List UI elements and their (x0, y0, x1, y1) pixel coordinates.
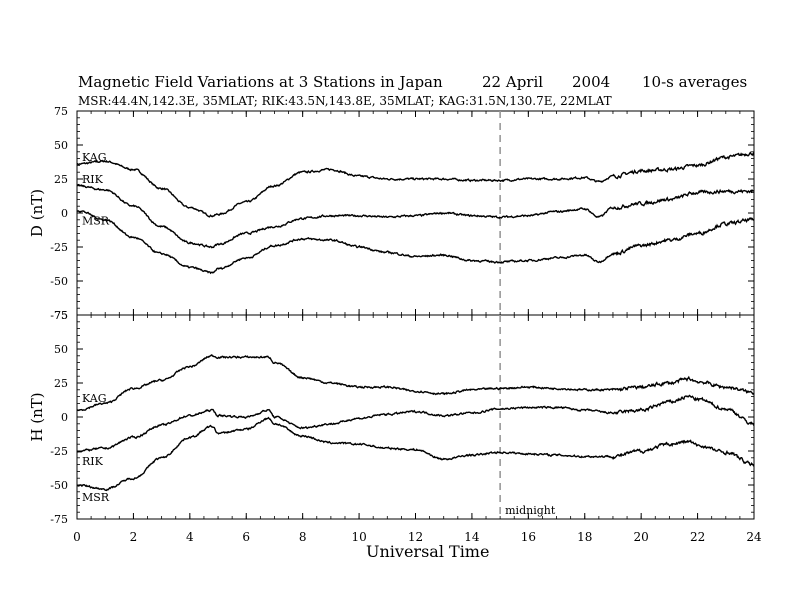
bottom-panel-series-kag (76, 354, 755, 412)
xtick-label: 22 (690, 530, 705, 544)
xtick-label: 24 (746, 530, 762, 544)
top-panel-ytick-label: 0 (61, 207, 68, 220)
xtick-label: 20 (634, 530, 649, 544)
bottom-panel-series-label-rik: RIK (82, 455, 104, 468)
bottom-panel-ytick-label: -50 (50, 479, 68, 492)
shared-ytick-label: -75 (50, 309, 68, 322)
xtick-label: 12 (408, 530, 423, 544)
xtick-label: 8 (299, 530, 307, 544)
bottom-panel-ytick-label: 50 (54, 343, 68, 356)
top-panel-ytick-label: 50 (54, 139, 68, 152)
top-panel-frame (76, 110, 755, 316)
chart-date: 22 April (482, 73, 544, 91)
top-panel-ylabel: D (nT) (28, 189, 46, 237)
xtick-label: 4 (186, 530, 194, 544)
bottom-panel-ytick-label: 0 (61, 411, 68, 424)
bottom-panel-ytick-label: -75 (50, 513, 68, 526)
bottom-panel-ytick-label: 75 (54, 309, 68, 322)
top-panel-ytick-label: -50 (50, 275, 68, 288)
top-panel-ytick-label: -25 (50, 241, 68, 254)
bottom-panel-series-label-msr: MSR (82, 491, 110, 504)
xtick-label: 6 (242, 530, 250, 544)
xtick-label: 16 (521, 530, 536, 544)
bottom-panel-series-msr (76, 416, 755, 492)
averaging-label: 10-s averages (642, 73, 748, 91)
chart-title: Magnetic Field Variations at 3 Stations … (78, 73, 443, 91)
bottom-panel-ylabel: H (nT) (28, 392, 46, 441)
xtick-label: 10 (351, 530, 366, 544)
xtick-label: 2 (130, 530, 138, 544)
top-panel-ytick-label: 25 (54, 173, 68, 186)
chart-year: 2004 (572, 73, 611, 91)
top-panel-series-label-kag: KAG (82, 151, 107, 164)
top-panel-series-label-msr: MSR (82, 214, 110, 227)
bottom-panel-series-rik (76, 394, 755, 453)
xtick-label: 0 (73, 530, 81, 544)
top-panel-ytick-label: 75 (54, 105, 68, 118)
top-panel-series-msr (76, 210, 755, 275)
bottom-panel-series-label-kag: KAG (82, 392, 107, 405)
top-panel-series-label-rik: RIK (82, 173, 104, 186)
bottom-panel-ytick-label: -25 (50, 445, 68, 458)
x-axis-label: Universal Time (366, 542, 490, 561)
top-panel-series-kag (76, 151, 755, 218)
bottom-panel-frame (76, 314, 755, 520)
midnight-label: midnight (505, 504, 556, 517)
top-panel-series-rik (76, 183, 755, 249)
xtick-label: 18 (577, 530, 592, 544)
bottom-panel-ytick-label: 25 (54, 377, 68, 390)
station-coordinates: MSR:44.4N,142.3E, 35MLAT; RIK:43.5N,143.… (78, 94, 612, 108)
xtick-label: 14 (464, 530, 480, 544)
